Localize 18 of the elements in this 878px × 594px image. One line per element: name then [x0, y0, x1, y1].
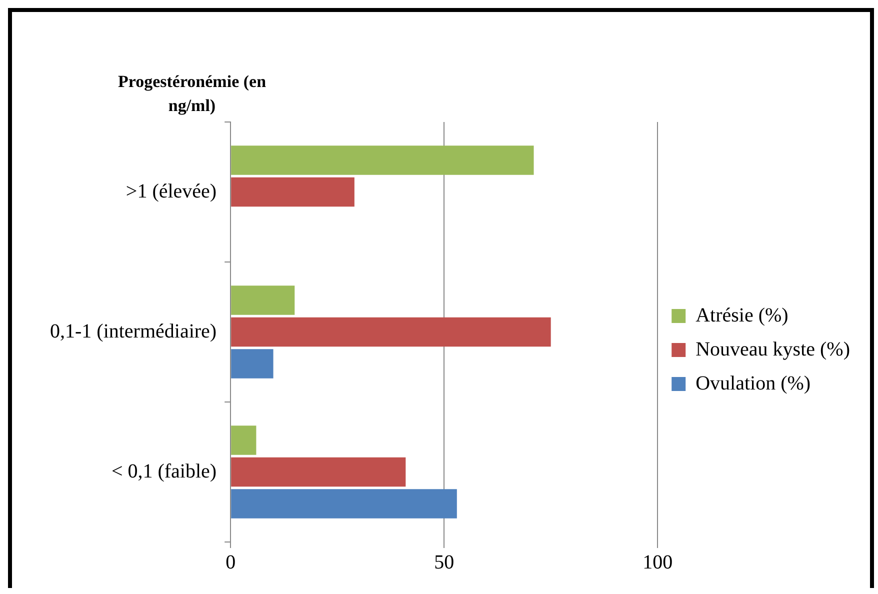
y-tick-label: 0,1-1 (intermédiaire)	[50, 320, 217, 342]
legend-label: Nouveau kyste (%)	[696, 338, 850, 360]
legend-label: Ovulation (%)	[696, 372, 811, 394]
bar	[231, 317, 551, 347]
bar	[231, 286, 295, 315]
bar	[231, 457, 406, 487]
x-tick-label: 100	[642, 551, 673, 574]
bar	[231, 489, 457, 518]
y-tick-label: >1 (élevée)	[126, 180, 217, 202]
bar	[231, 426, 256, 455]
x-tick-label: 0	[226, 551, 236, 574]
y-tick-label: < 0,1 (faible)	[111, 460, 217, 482]
bar	[231, 349, 274, 378]
x-tick-label: 50	[434, 551, 454, 574]
y-axis-title: Progestéronémie (en ng/ml)	[116, 71, 268, 117]
bar	[231, 177, 354, 207]
bar	[231, 146, 534, 175]
legend-label: Atrésie (%)	[696, 304, 788, 326]
